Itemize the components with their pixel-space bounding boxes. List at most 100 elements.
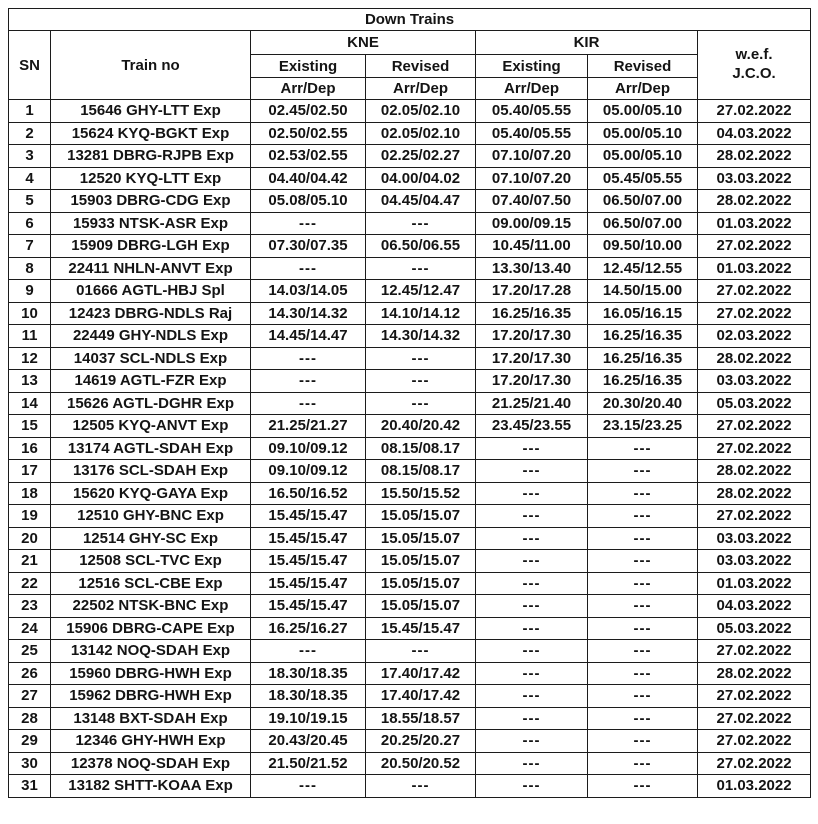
kir-revised-cell: ---: [587, 571, 698, 595]
sn-cell: 16: [8, 436, 51, 460]
kir-existing-cell: 16.25/16.35: [475, 301, 588, 325]
sn-cell: 10: [8, 301, 51, 325]
kne-existing-cell: 09.10/09.12: [250, 459, 366, 483]
kne-revised-cell: 20.40/20.42: [365, 414, 476, 438]
sn-cell: 13: [8, 369, 51, 393]
kne-existing-cell: ---: [250, 211, 366, 235]
sn-cell: 22: [8, 571, 51, 595]
wef-date-cell: 28.02.2022: [696, 481, 812, 505]
kne-existing-cell: 15.45/15.47: [250, 526, 366, 550]
kir-revised-cell: ---: [587, 504, 698, 528]
kne-existing-cell: 20.43/20.45: [250, 729, 366, 753]
wef-date-cell: 28.02.2022: [696, 144, 812, 168]
kir-existing-cell: ---: [475, 774, 588, 798]
train-no-cell: 15960 DBRG-HWH Exp: [50, 661, 251, 685]
train-no-cell: 13174 AGTL-SDAH Exp: [50, 436, 251, 460]
kne-revised-cell: 06.50/06.55: [365, 234, 476, 258]
kir-existing-cell: ---: [475, 639, 588, 663]
sn-cell: 14: [8, 391, 51, 415]
wef-line2: J.C.O.: [732, 65, 776, 82]
kne-revised-cell: 15.45/15.47: [365, 616, 476, 640]
train-no-cell: 13176 SCL-SDAH Exp: [50, 459, 251, 483]
train-no-cell: 15903 DBRG-CDG Exp: [50, 189, 251, 213]
kne-existing-cell: 15.45/15.47: [250, 549, 366, 573]
sn-cell: 3: [8, 144, 51, 168]
kir-existing-cell: ---: [475, 504, 588, 528]
kne-existing-cell: 07.30/07.35: [250, 234, 366, 258]
kir-revised-cell: 05.00/05.10: [587, 144, 698, 168]
wef-date-cell: 27.02.2022: [696, 234, 812, 258]
kir-revised-cell: ---: [587, 594, 698, 618]
train-no-cell: 15962 DBRG-HWH Exp: [50, 684, 251, 708]
kir-revised-cell: ---: [587, 459, 698, 483]
sn-cell: 17: [8, 459, 51, 483]
col-header-kir-existing: Existing: [475, 54, 588, 78]
kne-revised-cell: ---: [365, 211, 476, 235]
table-title: Down Trains: [7, 8, 812, 31]
kne-existing-cell: ---: [250, 391, 366, 415]
kir-revised-cell: ---: [587, 661, 698, 685]
train-no-cell: 12423 DBRG-NDLS Raj: [50, 301, 251, 325]
table-row: 22 12516 SCL-CBE Exp 15.45/15.47 15.05/15.0…: [8, 571, 812, 595]
table-row: 10 12423 DBRG-NDLS Raj 14.30/14.32 14.10/14…: [8, 301, 812, 325]
kne-revised-cell: 02.25/02.27: [365, 144, 476, 168]
wef-date-cell: 27.02.2022: [696, 684, 812, 708]
train-no-cell: 15626 AGTL-DGHR Exp: [50, 391, 251, 415]
kir-revised-cell: 16.05/16.15: [587, 301, 698, 325]
kir-revised-cell: 16.25/16.35: [587, 369, 698, 393]
train-no-cell: 12508 SCL-TVC Exp: [50, 549, 251, 573]
kne-existing-cell: 04.40/04.42: [250, 166, 366, 190]
table-row: 1 15646 GHY-LTT Exp 02.45/02.50 02.05/02.10…: [8, 99, 812, 123]
arrdep-header-kne-existing: Arr/Dep: [250, 77, 366, 100]
train-no-cell: 14619 AGTL-FZR Exp: [50, 369, 251, 393]
kne-revised-cell: 20.25/20.27: [365, 729, 476, 753]
kir-existing-cell: ---: [475, 481, 588, 505]
wef-date-cell: 27.02.2022: [696, 751, 812, 775]
table-row: 7 15909 DBRG-LGH Exp 07.30/07.35 06.50/06.5…: [8, 234, 812, 258]
wef-date-cell: 28.02.2022: [696, 189, 812, 213]
train-no-cell: 13182 SHTT-KOAA Exp: [50, 774, 251, 798]
train-no-cell: 15909 DBRG-LGH Exp: [50, 234, 251, 258]
kne-existing-cell: 02.53/02.55: [250, 144, 366, 168]
kne-existing-cell: ---: [250, 346, 366, 370]
kir-revised-cell: 16.25/16.35: [587, 324, 698, 348]
wef-date-cell: 27.02.2022: [696, 706, 812, 730]
kne-revised-cell: 12.45/12.47: [365, 279, 476, 303]
kir-revised-cell: ---: [587, 436, 698, 460]
wef-date-cell: 28.02.2022: [696, 661, 812, 685]
kne-existing-cell: 02.45/02.50: [250, 99, 366, 123]
kne-revised-cell: 08.15/08.17: [365, 436, 476, 460]
kir-revised-cell: ---: [587, 706, 698, 730]
train-no-cell: 15646 GHY-LTT Exp: [50, 99, 251, 123]
kir-revised-cell: 06.50/07.00: [587, 211, 698, 235]
train-no-cell: 12505 KYQ-ANVT Exp: [50, 414, 251, 438]
kne-revised-cell: 02.05/02.10: [365, 99, 476, 123]
kir-existing-cell: 17.20/17.30: [475, 369, 588, 393]
wef-date-cell: 05.03.2022: [696, 616, 812, 640]
kne-existing-cell: ---: [250, 774, 366, 798]
wef-date-cell: 28.02.2022: [696, 459, 812, 483]
kir-revised-cell: 12.45/12.55: [587, 256, 698, 280]
kir-revised-cell: 09.50/10.00: [587, 234, 698, 258]
kir-existing-cell: 23.45/23.55: [475, 414, 588, 438]
kne-revised-cell: ---: [365, 391, 476, 415]
kne-existing-cell: 09.10/09.12: [250, 436, 366, 460]
kir-revised-cell: 05.00/05.10: [587, 99, 698, 123]
kir-revised-cell: ---: [587, 616, 698, 640]
kir-existing-cell: ---: [475, 571, 588, 595]
kir-revised-cell: ---: [587, 684, 698, 708]
kir-existing-cell: 17.20/17.28: [475, 279, 588, 303]
kir-existing-cell: 07.10/07.20: [475, 144, 588, 168]
table-row: 11 22449 GHY-NDLS Exp 14.45/14.47 14.30/14.…: [8, 324, 812, 348]
kne-revised-cell: 20.50/20.52: [365, 751, 476, 775]
kne-revised-cell: 15.05/15.07: [365, 526, 476, 550]
table-row: 6 15933 NTSK-ASR Exp --- --- 09.00/09.15 06.5…: [8, 211, 812, 235]
table-row: 2 15624 KYQ-BGKT Exp 02.50/02.55 02.05/02.1…: [8, 121, 812, 145]
kne-existing-cell: 21.25/21.27: [250, 414, 366, 438]
kir-revised-cell: ---: [587, 526, 698, 550]
table-row: 9 01666 AGTL-HBJ Spl 14.03/14.05 12.45/12.4…: [8, 279, 812, 303]
col-header-kne-revised: Revised: [365, 54, 476, 78]
train-no-cell: 12378 NOQ-SDAH Exp: [50, 751, 251, 775]
kir-existing-cell: ---: [475, 594, 588, 618]
kir-existing-cell: ---: [475, 436, 588, 460]
